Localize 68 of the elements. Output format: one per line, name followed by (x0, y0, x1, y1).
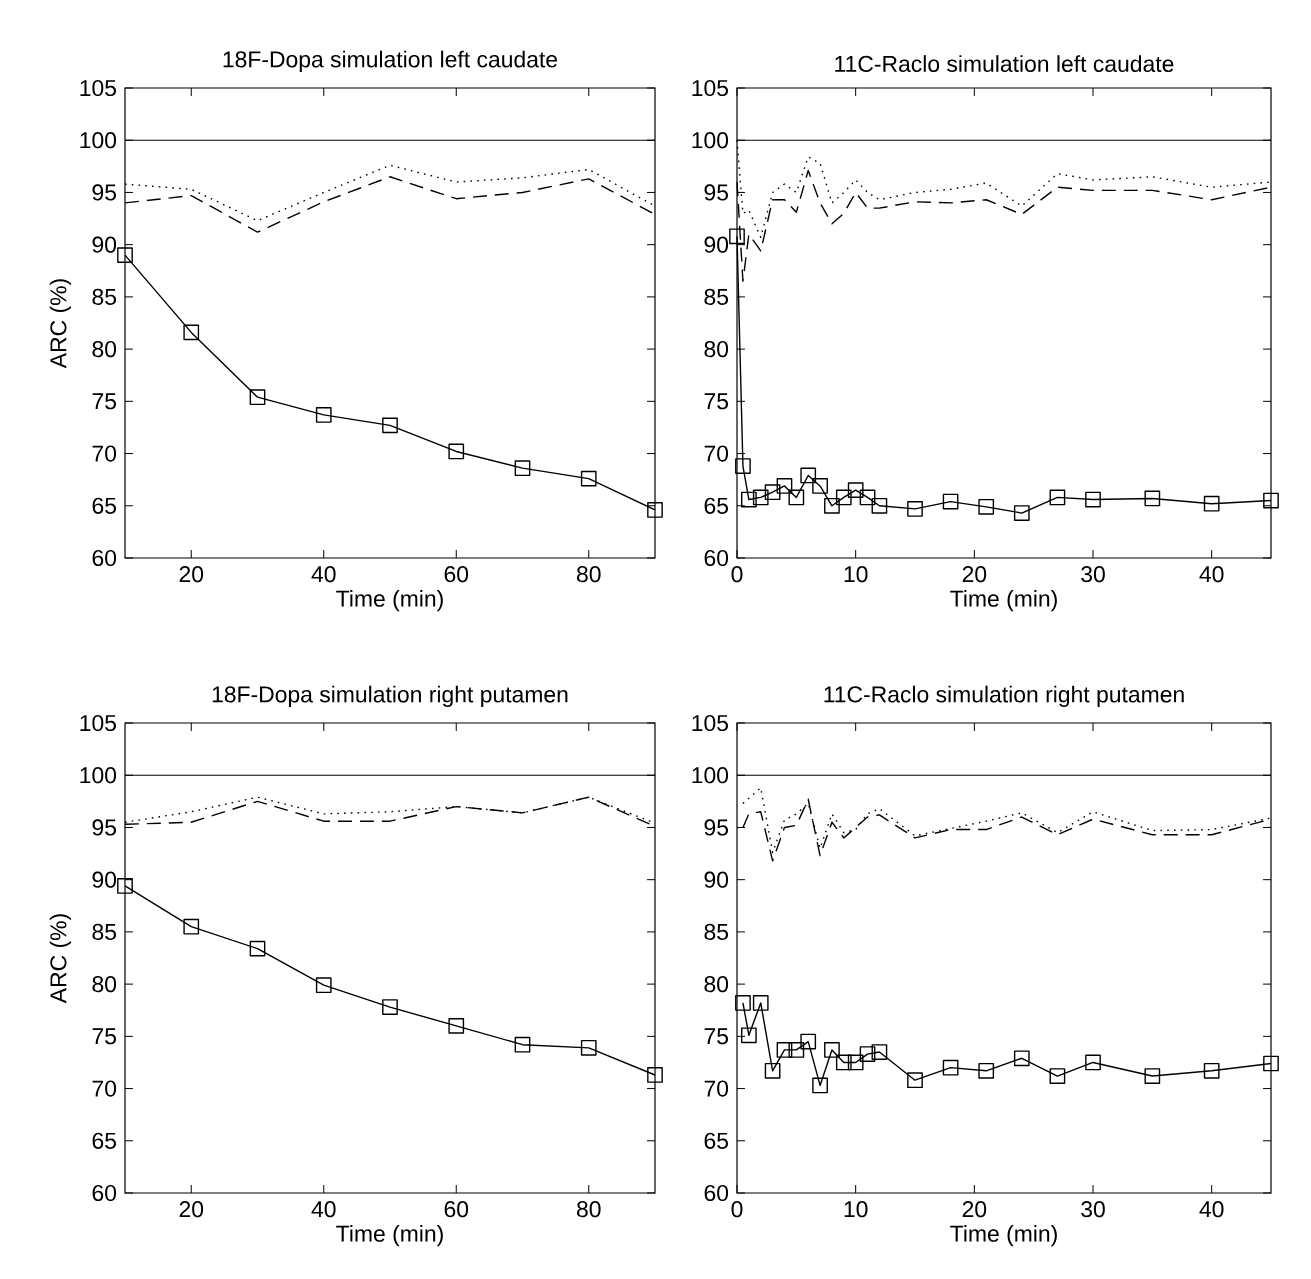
y-tick-label: 105 (80, 79, 116, 97)
x-tick-label: 20 (962, 566, 987, 583)
y-tick-label: 80 (92, 341, 117, 358)
y-tick-label: 70 (704, 1080, 729, 1097)
y-tick-label: 85 (704, 923, 729, 940)
y-tick-label: 105 (692, 714, 728, 732)
x-tick-label: 0 (731, 1201, 743, 1218)
y-tick-label: 65 (704, 497, 729, 514)
y-tick-label: 95 (704, 184, 729, 201)
x-tick-label: 20 (962, 1201, 987, 1218)
x-tick-label: 20 (179, 1201, 204, 1218)
x-tick-label: 20 (179, 566, 204, 583)
chart-title: 18F-Dopa simulation left caudate (223, 50, 558, 72)
y-tick-label: 65 (92, 497, 116, 514)
y-tick-label: 70 (92, 1080, 117, 1097)
y-tick-label: 105 (692, 79, 728, 97)
y-tick-label: 75 (92, 1028, 116, 1045)
y-tick-label: 70 (704, 445, 729, 462)
y-tick-label: 75 (704, 393, 729, 410)
y-tick-label: 100 (692, 767, 729, 784)
x-tick-label: 80 (577, 1201, 601, 1218)
y-axis-title: ARC (%) (49, 914, 72, 1004)
y-tick-label: 65 (704, 1132, 729, 1149)
x-tick-label: 60 (444, 566, 469, 583)
x-tick-label: 10 (844, 1201, 868, 1218)
x-tick-label: 40 (311, 1201, 336, 1218)
x-tick-label: 30 (1081, 566, 1105, 583)
x-tick-label: 40 (311, 566, 336, 583)
x-tick-label: 60 (444, 1201, 469, 1218)
y-tick-label: 60 (704, 1184, 729, 1202)
y-tick-label: 65 (92, 1132, 116, 1149)
x-tick-label: 10 (844, 566, 868, 583)
y-tick-label: 80 (704, 341, 729, 358)
y-tick-label: 85 (92, 288, 116, 305)
y-tick-label: 90 (92, 871, 117, 888)
y-tick-label: 80 (92, 976, 117, 993)
y-tick-label: 105 (80, 714, 116, 732)
y-tick-label: 95 (92, 819, 116, 836)
x-axis-title: Time (min) (950, 1224, 1057, 1247)
x-axis-title: Time (min) (336, 1224, 443, 1247)
y-tick-label: 80 (704, 976, 729, 993)
x-tick-label: 80 (577, 566, 601, 583)
y-tick-label: 60 (704, 549, 729, 567)
y-tick-label: 85 (92, 923, 116, 940)
y-axis-title: ARC (%) (49, 279, 72, 369)
x-tick-label: 30 (1081, 1201, 1105, 1218)
y-tick-label: 90 (704, 871, 729, 888)
y-tick-label: 95 (704, 819, 729, 836)
y-tick-label: 95 (92, 184, 116, 201)
y-tick-label: 85 (704, 288, 729, 305)
y-tick-label: 75 (704, 1028, 729, 1045)
y-tick-label: 70 (92, 445, 117, 462)
chart-title: 11C-Raclo simulation left caudate (835, 55, 1174, 72)
x-tick-label: 0 (731, 566, 743, 583)
y-tick-label: 75 (92, 393, 116, 410)
y-tick-label: 100 (692, 132, 729, 149)
x-axis-title: Time (min) (950, 589, 1057, 612)
x-axis-title: Time (min) (336, 589, 443, 612)
y-tick-label: 100 (80, 132, 117, 149)
x-tick-label: 40 (1199, 1201, 1224, 1218)
x-tick-label: 40 (1199, 566, 1224, 583)
y-tick-label: 60 (92, 549, 117, 567)
y-tick-label: 90 (704, 236, 729, 253)
y-tick-label: 100 (80, 767, 117, 784)
y-tick-label: 90 (92, 236, 117, 253)
chart-title: 11C-Raclo simulation right putamen (824, 685, 1184, 707)
chart-title: 18F-Dopa simulation right putamen (212, 685, 568, 707)
y-tick-label: 60 (92, 1184, 117, 1202)
